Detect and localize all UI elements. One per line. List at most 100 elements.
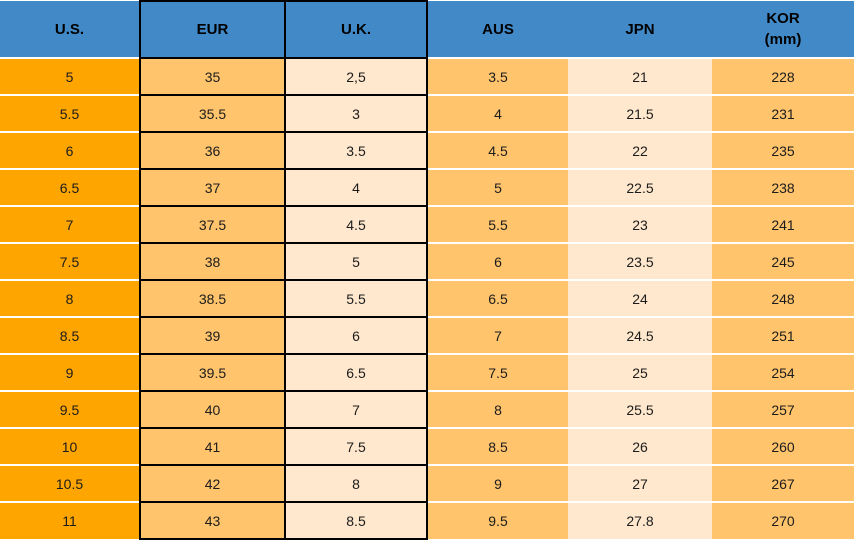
cell-aus-row5: 5.5 [427, 205, 568, 243]
cell-jpn-row13: 27.8 [568, 501, 712, 539]
table-row: 6 36 3.5 4.5 22 235 [0, 131, 854, 170]
column-header-uk: U.K. [284, 0, 428, 59]
cell-us-row6: 7.5 [0, 242, 140, 280]
cell-eur-row9: 39.5 [139, 353, 286, 392]
cell-aus-row9: 7.5 [427, 353, 568, 391]
cell-us-row12: 10.5 [0, 464, 140, 502]
cell-eur-row5: 37.5 [139, 205, 286, 244]
table-row: 6.5 37 4 5 22.5 238 [0, 168, 854, 207]
cell-aus-row6: 6 [427, 242, 568, 280]
cell-aus-row1: 3.5 [427, 57, 568, 95]
cell-kor-row12: 267 [712, 464, 854, 502]
cell-kor-row5: 241 [712, 205, 854, 243]
cell-eur-row10: 40 [139, 390, 286, 429]
cell-kor-row6: 245 [712, 242, 854, 280]
cell-eur-row11: 41 [139, 427, 286, 466]
table-row: 9 39.5 6.5 7.5 25 254 [0, 353, 854, 392]
cell-kor-row7: 248 [712, 279, 854, 317]
table-body: 5 35 2,5 3.5 21 228 5.5 35.5 3 4 21.5 231 6 36 3.5 4.5 2… [0, 57, 854, 540]
cell-uk-row13: 8.5 [284, 501, 428, 540]
table-row: 5 35 2,5 3.5 21 228 [0, 57, 854, 96]
cell-eur-row8: 39 [139, 316, 286, 355]
cell-uk-row5: 4.5 [284, 205, 428, 244]
cell-aus-row3: 4.5 [427, 131, 568, 169]
cell-eur-row7: 38.5 [139, 279, 286, 318]
column-label: JPN [625, 20, 655, 38]
cell-jpn-row5: 23 [568, 205, 712, 243]
cell-us-row8: 8.5 [0, 316, 140, 354]
column-label: U.S. [54, 20, 85, 38]
cell-aus-row11: 8.5 [427, 427, 568, 465]
cell-jpn-row2: 21.5 [568, 94, 712, 132]
column-label: U.K. [341, 21, 371, 38]
cell-us-row7: 8 [0, 279, 140, 317]
column-header-aus: AUS [427, 1, 568, 58]
column-label: KOR [766, 10, 800, 27]
table-row: 8.5 39 6 7 24.5 251 [0, 316, 854, 355]
table-row: 11 43 8.5 9.5 27.8 270 [0, 501, 854, 540]
cell-uk-row3: 3.5 [284, 131, 428, 170]
cell-kor-row4: 238 [712, 168, 854, 206]
cell-uk-row7: 5.5 [284, 279, 428, 318]
cell-kor-row2: 231 [712, 94, 854, 132]
table-row: 9.5 40 7 8 25.5 257 [0, 390, 854, 429]
cell-kor-row8: 251 [712, 316, 854, 354]
cell-uk-row4: 4 [284, 168, 428, 207]
cell-uk-row10: 7 [284, 390, 428, 429]
cell-aus-row2: 4 [427, 94, 568, 132]
cell-jpn-row6: 23.5 [568, 242, 712, 280]
table-row: 10 41 7.5 8.5 26 260 [0, 427, 854, 466]
cell-aus-row13: 9.5 [427, 501, 568, 539]
column-header-us: U.S. [0, 1, 140, 58]
cell-aus-row12: 9 [427, 464, 568, 502]
cell-eur-row6: 38 [139, 242, 286, 281]
cell-aus-row8: 7 [427, 316, 568, 354]
cell-kor-row1: 228 [712, 57, 854, 95]
cell-uk-row2: 3 [284, 94, 428, 133]
cell-uk-row6: 5 [284, 242, 428, 281]
column-header-kor: KOR (mm) [712, 1, 854, 58]
cell-jpn-row4: 22.5 [568, 168, 712, 206]
cell-aus-row10: 8 [427, 390, 568, 428]
cell-kor-row11: 260 [712, 427, 854, 465]
cell-kor-row13: 270 [712, 501, 854, 539]
column-header-jpn: JPN [568, 1, 712, 58]
cell-jpn-row3: 22 [568, 131, 712, 169]
cell-uk-row12: 8 [284, 464, 428, 503]
cell-us-row13: 11 [0, 501, 140, 539]
cell-us-row1: 5 [0, 57, 140, 95]
header-row: U.S. EUR U.K. AUS JPN KOR (mm) [0, 0, 854, 59]
cell-eur-row12: 42 [139, 464, 286, 503]
cell-eur-row3: 36 [139, 131, 286, 170]
cell-jpn-row1: 21 [568, 57, 712, 95]
cell-jpn-row11: 26 [568, 427, 712, 465]
cell-kor-row3: 235 [712, 131, 854, 169]
table-header: U.S. EUR U.K. AUS JPN KOR (mm) [0, 0, 854, 59]
cell-jpn-row12: 27 [568, 464, 712, 502]
column-sublabel: (mm) [764, 31, 802, 48]
cell-kor-row10: 257 [712, 390, 854, 428]
cell-jpn-row8: 24.5 [568, 316, 712, 354]
cell-us-row4: 6.5 [0, 168, 140, 206]
cell-us-row9: 9 [0, 353, 140, 391]
column-header-eur: EUR [139, 0, 286, 59]
table-row: 8 38.5 5.5 6.5 24 248 [0, 279, 854, 318]
cell-us-row5: 7 [0, 205, 140, 243]
cell-eur-row13: 43 [139, 501, 286, 540]
cell-eur-row1: 35 [139, 57, 286, 96]
cell-uk-row1: 2,5 [284, 57, 428, 96]
cell-us-row3: 6 [0, 131, 140, 169]
cell-us-row2: 5.5 [0, 94, 140, 132]
table-row: 7.5 38 5 6 23.5 245 [0, 242, 854, 281]
column-label: AUS [482, 20, 514, 38]
cell-jpn-row10: 25.5 [568, 390, 712, 428]
table-row: 5.5 35.5 3 4 21.5 231 [0, 94, 854, 133]
cell-uk-row9: 6.5 [284, 353, 428, 392]
cell-us-row10: 9.5 [0, 390, 140, 428]
cell-us-row11: 10 [0, 427, 140, 465]
column-label: EUR [196, 21, 229, 38]
cell-eur-row2: 35.5 [139, 94, 286, 133]
cell-kor-row9: 254 [712, 353, 854, 391]
cell-aus-row4: 5 [427, 168, 568, 206]
